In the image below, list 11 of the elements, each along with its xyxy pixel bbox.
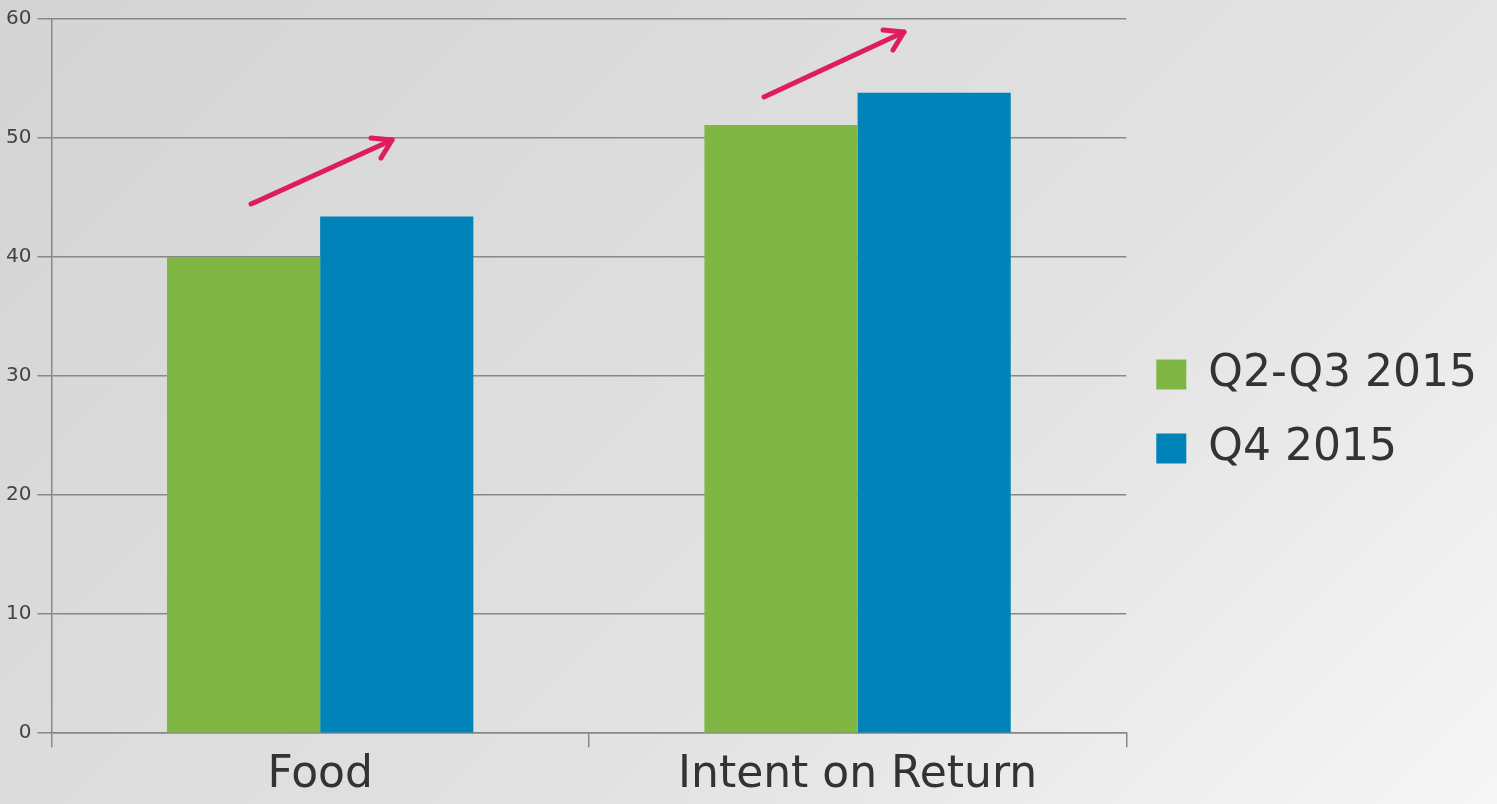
- y-tick-label: 60: [6, 5, 32, 30]
- y-tick-label: 0: [18, 719, 32, 744]
- x-tick-label: Food: [267, 746, 373, 798]
- y-tick-label: 30: [6, 362, 32, 387]
- y-tick-label: 50: [6, 124, 32, 149]
- y-tick-label: 10: [6, 600, 32, 625]
- x-tick-label: Intent on Return: [678, 746, 1038, 798]
- legend-label: Q4 2015: [1208, 418, 1397, 470]
- y-tick-label: 20: [6, 481, 32, 506]
- y-tick-label: 40: [6, 243, 32, 268]
- legend-label: Q2-Q3 2015: [1208, 344, 1478, 396]
